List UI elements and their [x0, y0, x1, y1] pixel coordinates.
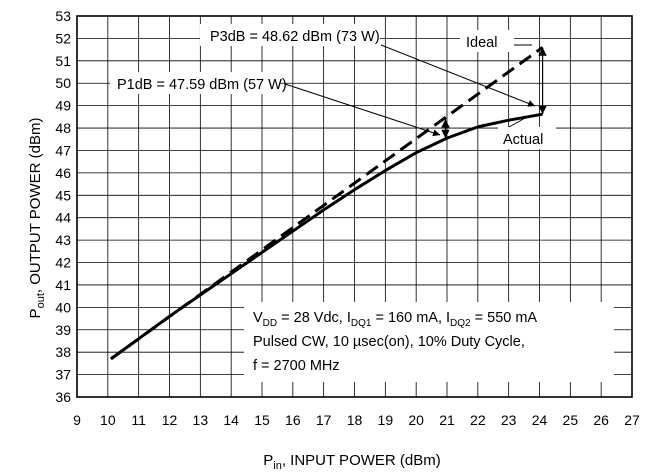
y-tick-label: 43 — [55, 232, 71, 248]
x-tick-label: 21 — [439, 412, 455, 428]
x-tick-label: 26 — [593, 412, 609, 428]
x-tick-label: 24 — [532, 412, 548, 428]
p1db-pointer-arrow — [284, 83, 441, 137]
x-tick-label: 16 — [285, 412, 301, 428]
series-actual-line — [110, 112, 543, 361]
x-tick-label: 18 — [347, 412, 363, 428]
ideal-label: Ideal — [466, 35, 497, 51]
ideal-label-box — [460, 30, 514, 52]
y-tick-labels: 36 37 38 39 40 41 42 43 44 45 46 47 48 49 50 51 52 53 — [55, 8, 71, 405]
x-tick-label: 23 — [501, 412, 517, 428]
y-tick-label: 47 — [55, 142, 71, 158]
p1db-annotation: P1dB = 47.59 dBm (57 W) — [117, 77, 287, 93]
y-tick-label: 44 — [55, 210, 71, 226]
y-tick-label: 46 — [55, 165, 71, 181]
conditions-line-1: VDD = 28 Vdc, IDQ1 = 160 mA, IDQ2 = 550 … — [253, 310, 537, 329]
p1db-label-box — [110, 72, 280, 94]
p3db-annotation: P3dB = 48.62 dBm (73 W) — [210, 29, 380, 45]
plot-frame — [76, 15, 633, 398]
y-tick-label: 39 — [55, 322, 71, 338]
y-tick-label: 50 — [55, 75, 71, 91]
y-tick-label: 53 — [55, 8, 71, 24]
conditions-line-2: Pulsed CW, 10 µsec(on), 10% Duty Cycle, — [253, 334, 525, 350]
conditions-line-3: f = 2700 MHz — [253, 358, 340, 374]
y-tick-label: 41 — [55, 277, 71, 293]
compression-gap-markers — [441, 47, 547, 139]
y-axis-label: Pout, OUTPUT POWER (dBm) — [27, 118, 47, 319]
x-tick-label: 20 — [408, 412, 424, 428]
y-tick-label: 49 — [55, 98, 71, 114]
x-tick-label: 22 — [470, 412, 486, 428]
x-tick-label: 11 — [131, 412, 146, 428]
p3db-pointer-arrow — [380, 44, 536, 107]
y-tick-label: 51 — [55, 53, 71, 69]
x-axis-label: Pin, INPUT POWER (dBm) — [263, 452, 440, 472]
actual-pointer-line — [508, 116, 528, 128]
x-tick-label: 17 — [316, 412, 332, 428]
y-tick-label: 38 — [55, 344, 71, 360]
data-series — [110, 46, 544, 361]
x-tick-label: 15 — [254, 412, 270, 428]
y-tick-label: 36 — [55, 389, 71, 405]
conditions-box — [244, 302, 614, 382]
p3db-label-box — [200, 24, 380, 46]
y-tick-label: 42 — [55, 255, 71, 271]
actual-label: Actual — [503, 132, 543, 148]
y-tick-label: 37 — [55, 367, 71, 383]
x-tick-label: 14 — [223, 412, 239, 428]
y-tick-label: 45 — [55, 187, 71, 203]
y-tick-label: 52 — [55, 30, 71, 46]
x-tick-label: 9 — [73, 412, 81, 428]
actual-label-box — [498, 127, 556, 149]
x-tick-labels: 9 10 11 12 13 14 15 16 17 18 19 20 21 22 23 24 25 26 27 — [73, 412, 640, 428]
x-tick-label: 12 — [162, 412, 178, 428]
x-tick-label: 19 — [378, 412, 394, 428]
y-tick-label: 48 — [55, 120, 71, 136]
x-tick-label: 25 — [563, 412, 579, 428]
x-tick-label: 10 — [100, 412, 116, 428]
x-tick-label: 27 — [624, 412, 640, 428]
x-tick-label: 13 — [193, 412, 209, 428]
y-tick-label: 40 — [55, 299, 71, 315]
